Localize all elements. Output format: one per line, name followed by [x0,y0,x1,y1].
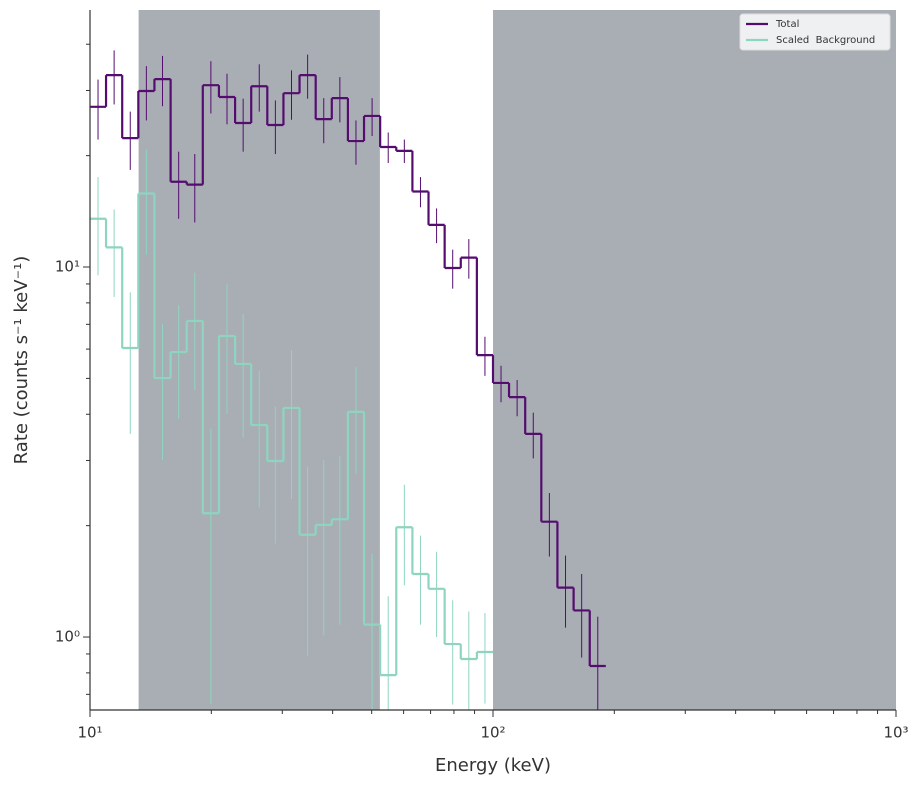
x-tick-label: 10¹ [77,724,102,742]
legend-label: Total [775,19,799,30]
shaded-region [493,10,896,710]
y-tick-label: 10⁰ [55,628,80,646]
x-axis-label: Energy (keV) [435,755,551,776]
y-axis-label: Rate (counts s⁻¹ keV⁻¹) [11,256,32,465]
plot-area [90,50,606,710]
shaded-region [138,10,380,710]
x-tick-label: 10³ [883,724,908,742]
y-tick-label: 10¹ [55,258,80,276]
legend-label: Scaled Background [776,35,875,46]
legend-box [739,13,891,51]
x-tick-label: 10² [480,724,505,742]
